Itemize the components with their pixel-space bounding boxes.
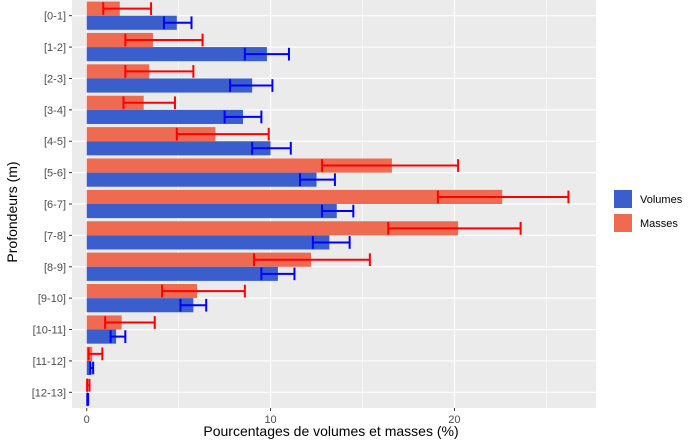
volumes-bar: [86, 172, 317, 187]
volumes-bar: [86, 47, 267, 62]
masses-bar: [86, 158, 392, 173]
y-tick-label: [9-10]: [38, 293, 66, 305]
volumes-error-bar: [298, 173, 336, 187]
x-axis-title: Pourcentages de volumes et masses (%): [203, 423, 458, 439]
y-tick-label: [7-8]: [44, 230, 66, 242]
x-axis: 0 10 20: [84, 408, 461, 426]
volumes-error-bar: [243, 47, 290, 61]
y-axis: [0-1] [1-2] [2-3] [3-4] [4-5] [5-6] [6-7] [7-8]…: [32, 11, 72, 399]
y-tick-label: [10-11]: [33, 325, 66, 337]
masses-error-bar: [321, 159, 460, 172]
volumes-bar: [86, 329, 117, 344]
volumes-error-bar: [162, 16, 193, 30]
masses-error-bar: [124, 33, 204, 47]
masses-bar: [86, 95, 144, 110]
x-tick-label: 0: [84, 414, 90, 426]
volumes-error-bar: [260, 267, 296, 281]
y-tick-label: [8-9]: [44, 262, 66, 274]
legend-key-masses: [614, 214, 632, 232]
y-tick-label: [6-7]: [44, 199, 66, 211]
masses-bar: [86, 189, 503, 204]
y-tick-label: [3-4]: [44, 105, 66, 117]
masses-bar: [86, 64, 150, 79]
volumes-bar: [86, 15, 177, 30]
masses-error-bar: [87, 347, 104, 361]
volumes-error-bar: [109, 330, 127, 343]
legend: Volumes Masses: [614, 190, 683, 232]
volumes-error-bar: [223, 110, 263, 124]
y-tick-label: [4-5]: [44, 136, 66, 148]
bars: [86, 1, 503, 407]
volumes-error-bar: [321, 204, 355, 218]
volumes-bar: [86, 235, 330, 250]
error-bars: [86, 2, 570, 406]
y-tick-label: [1-2]: [44, 42, 66, 54]
masses-error-bar: [387, 221, 522, 235]
volumes-error-bar: [179, 298, 208, 312]
masses-error-bar: [122, 96, 176, 110]
masses-error-bar: [253, 253, 371, 267]
y-tick-label: [11-12]: [33, 356, 66, 368]
volumes-bar: [86, 360, 92, 376]
masses-bar: [86, 32, 153, 48]
volumes-bar: [86, 266, 278, 281]
masses-error-bar: [86, 378, 91, 392]
masses-bar: [86, 127, 216, 142]
volumes-bar: [86, 141, 271, 156]
volumes-error-bar: [251, 141, 292, 155]
masses-error-bar: [436, 190, 570, 204]
volumes-bar: [86, 78, 253, 93]
masses-error-bar: [124, 65, 195, 78]
masses-error-bar: [161, 284, 246, 298]
volumes-error-bar: [229, 79, 274, 92]
volumes-bar: [86, 204, 337, 219]
x-tick-label: 20: [448, 414, 460, 426]
y-tick-label: [12-13]: [32, 387, 66, 399]
volumes-error-bar: [311, 236, 351, 249]
masses-error-bar: [175, 127, 270, 141]
y-axis-title: Profondeurs (m): [4, 161, 20, 262]
masses-error-bar: [102, 2, 153, 15]
y-tick-label: [5-6]: [44, 168, 66, 180]
y-tick-label: [0-1]: [44, 11, 66, 23]
legend-label-volumes: Volumes: [640, 194, 683, 206]
legend-key-volumes: [614, 190, 632, 208]
volumes-bar: [86, 109, 243, 124]
volumes-bar: [86, 298, 194, 313]
volumes-error-bar: [86, 393, 90, 406]
masses-bar: [86, 284, 198, 299]
legend-label-masses: Masses: [640, 218, 678, 230]
masses-error-bar: [104, 316, 156, 329]
x-tick-label: 10: [264, 414, 276, 426]
volumes-error-bar: [89, 361, 95, 375]
y-tick-label: [2-3]: [44, 73, 66, 85]
masses-bar: [86, 221, 459, 236]
